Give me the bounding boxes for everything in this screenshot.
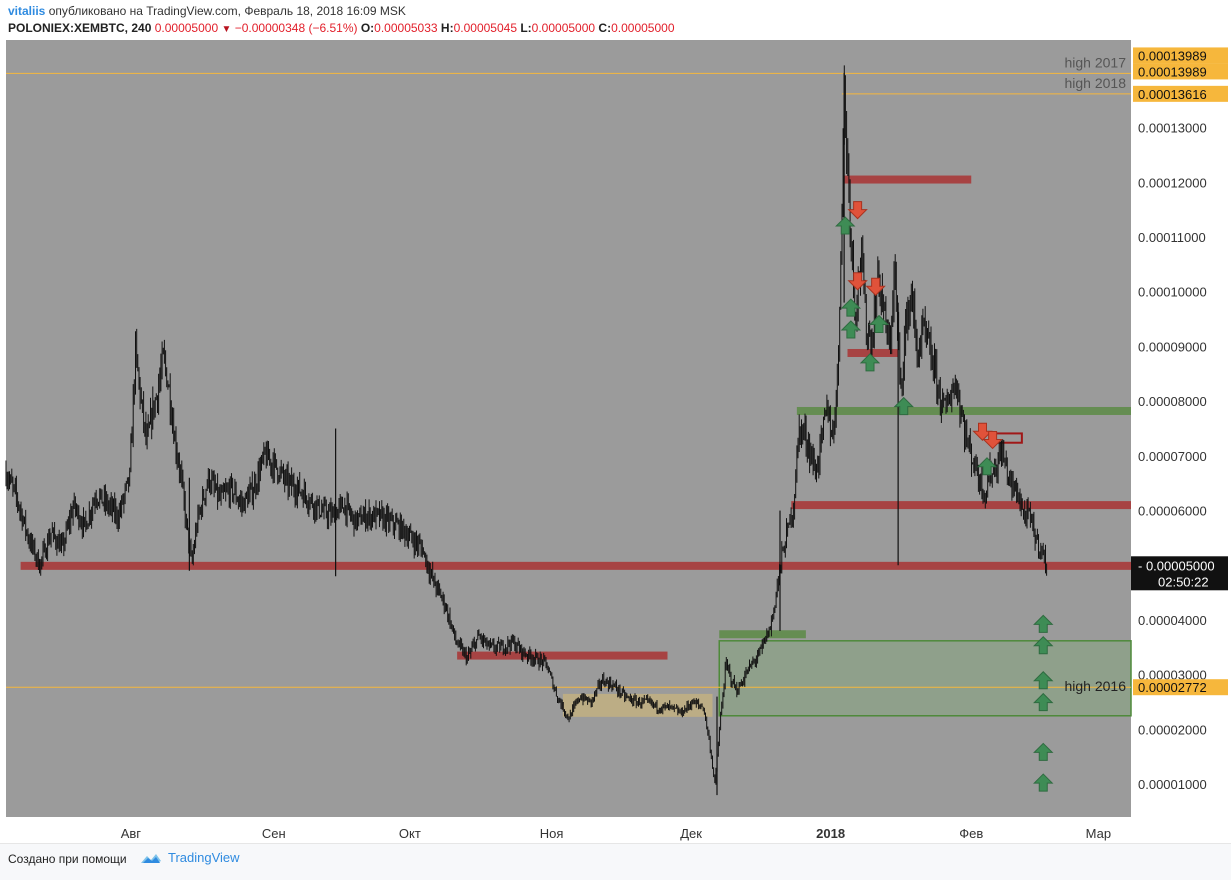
price-chart[interactable]: 0.00001000 0.00002000 0.00003000 0.00004000…	[0, 0, 1231, 843]
x-tick-label: Фев	[959, 826, 983, 841]
y-tick-label: 0.00008000	[1138, 394, 1207, 409]
buy-arrow-icon	[1033, 671, 1054, 690]
close-value: 0.00005000	[611, 21, 675, 35]
countdown-timer: 02:50:22	[1158, 574, 1209, 589]
x-tick-label: Ноя	[540, 826, 564, 841]
symbol-info-bar: POLONIEX:XEMBTC, 240 0.00005000 ▼ −0.000…	[8, 20, 675, 38]
x-tick-label: Мар	[1086, 826, 1111, 841]
support-zone	[796, 406, 1131, 415]
y-tick-label: 0.00002000	[1138, 722, 1207, 737]
y-tick-label: 0.00001000	[1138, 777, 1207, 792]
author-link[interactable]: vitaliis	[8, 4, 46, 18]
buy-arrow-icon	[1033, 614, 1054, 633]
resistance-zone	[457, 651, 668, 660]
level-label: high 2017	[1064, 54, 1126, 70]
high-2018-price-tag-bg	[1133, 85, 1228, 102]
x-tick-label: Сен	[262, 826, 286, 841]
y-tick-label: 0.00006000	[1138, 504, 1207, 519]
high-2018-price-tag: 0.00013616	[1138, 87, 1207, 102]
high-2018a-price-tag-bg	[1133, 63, 1228, 80]
footer: Создано при помощи TradingView	[0, 843, 1231, 880]
x-tick-label: 2018	[816, 826, 845, 841]
buy-arrow-icon	[840, 298, 862, 317]
close-label: C:	[598, 21, 612, 35]
low-value: 0.00005000	[531, 21, 596, 35]
buy-arrow-icon	[1033, 742, 1054, 761]
tradingview-brand[interactable]: TradingView	[140, 850, 240, 865]
sell-arrow-icon	[982, 430, 1003, 450]
tradingview-logo-icon	[141, 853, 161, 863]
buy-arrow-icon	[976, 457, 998, 476]
buy-arrow-icon	[1033, 773, 1054, 792]
support-zone-box	[718, 640, 1132, 717]
high-2017-price-tag: 0.00013989	[1138, 48, 1207, 63]
y-tick-label: 0.00009000	[1138, 339, 1207, 354]
price-series	[5, 65, 1048, 785]
price-change: −0.00000348 (−6.51%)	[234, 21, 358, 35]
level-label: high 2018	[1064, 75, 1126, 91]
tradingview-brand-label: TradingView	[168, 850, 240, 865]
publish-info: опубликовано на TradingView.com, Февраль…	[48, 4, 406, 18]
last-price: 0.00005000	[154, 21, 219, 35]
resistance-zone	[844, 175, 972, 184]
buy-arrow-icon	[840, 320, 862, 339]
created-with-text: Создано при помощи	[8, 852, 127, 866]
high-2017-price-tag-bg	[1133, 47, 1228, 64]
low-label: L:	[520, 21, 532, 35]
price-axis[interactable]	[1131, 40, 1231, 817]
high-2016-price-tag-bg	[1133, 679, 1228, 696]
high-2016-price-tag: 0.00002772	[1138, 680, 1207, 695]
y-tick-label: 0.00004000	[1138, 613, 1207, 628]
high-value: 0.00005045	[453, 21, 517, 35]
y-tick-label: 0.00012000	[1138, 175, 1207, 190]
support-zone	[719, 630, 806, 639]
open-value: 0.00005033	[374, 21, 438, 35]
x-tick-label: Окт	[399, 826, 421, 841]
current-price-bg	[1131, 556, 1228, 591]
y-tick-label: 0.00010000	[1138, 285, 1207, 300]
down-triangle-icon: ▼	[221, 24, 232, 35]
resistance-zone	[847, 348, 899, 357]
buy-arrow-icon	[893, 396, 914, 416]
y-tick-label: 0.00013000	[1138, 121, 1207, 136]
x-tick-label: Дек	[680, 826, 702, 841]
y-tick-label: 0.00003000	[1138, 668, 1207, 683]
x-tick-label: Авг	[121, 826, 142, 841]
resistance-zone	[20, 561, 1131, 570]
open-label: O:	[360, 21, 375, 35]
current-price-tag: - 0.00005000	[1138, 558, 1215, 573]
buy-arrow-icon	[835, 216, 856, 235]
y-tick-label: 0.00011000	[1138, 230, 1206, 245]
sell-arrow-icon	[847, 272, 868, 291]
sell-arrow-icon	[847, 201, 868, 220]
publish-header: vitaliis опубликовано на TradingView.com…	[8, 3, 406, 20]
high-2018a-price-tag: 0.00013989	[1138, 64, 1207, 79]
buy-arrow-icon	[1033, 692, 1054, 712]
high-label: H:	[440, 21, 454, 35]
y-tick-label: 0.00007000	[1138, 449, 1207, 464]
buy-arrow-icon	[868, 314, 890, 334]
buy-arrow-icon	[859, 353, 881, 372]
time-axis[interactable]	[6, 817, 1231, 843]
resistance-zone	[791, 501, 1131, 510]
level-label: high 2016	[1064, 678, 1126, 694]
sell-arrow-icon	[865, 277, 886, 296]
buy-arrow-icon	[1033, 636, 1054, 655]
symbol-name: POLONIEX:XEMBTC, 240	[8, 21, 152, 35]
